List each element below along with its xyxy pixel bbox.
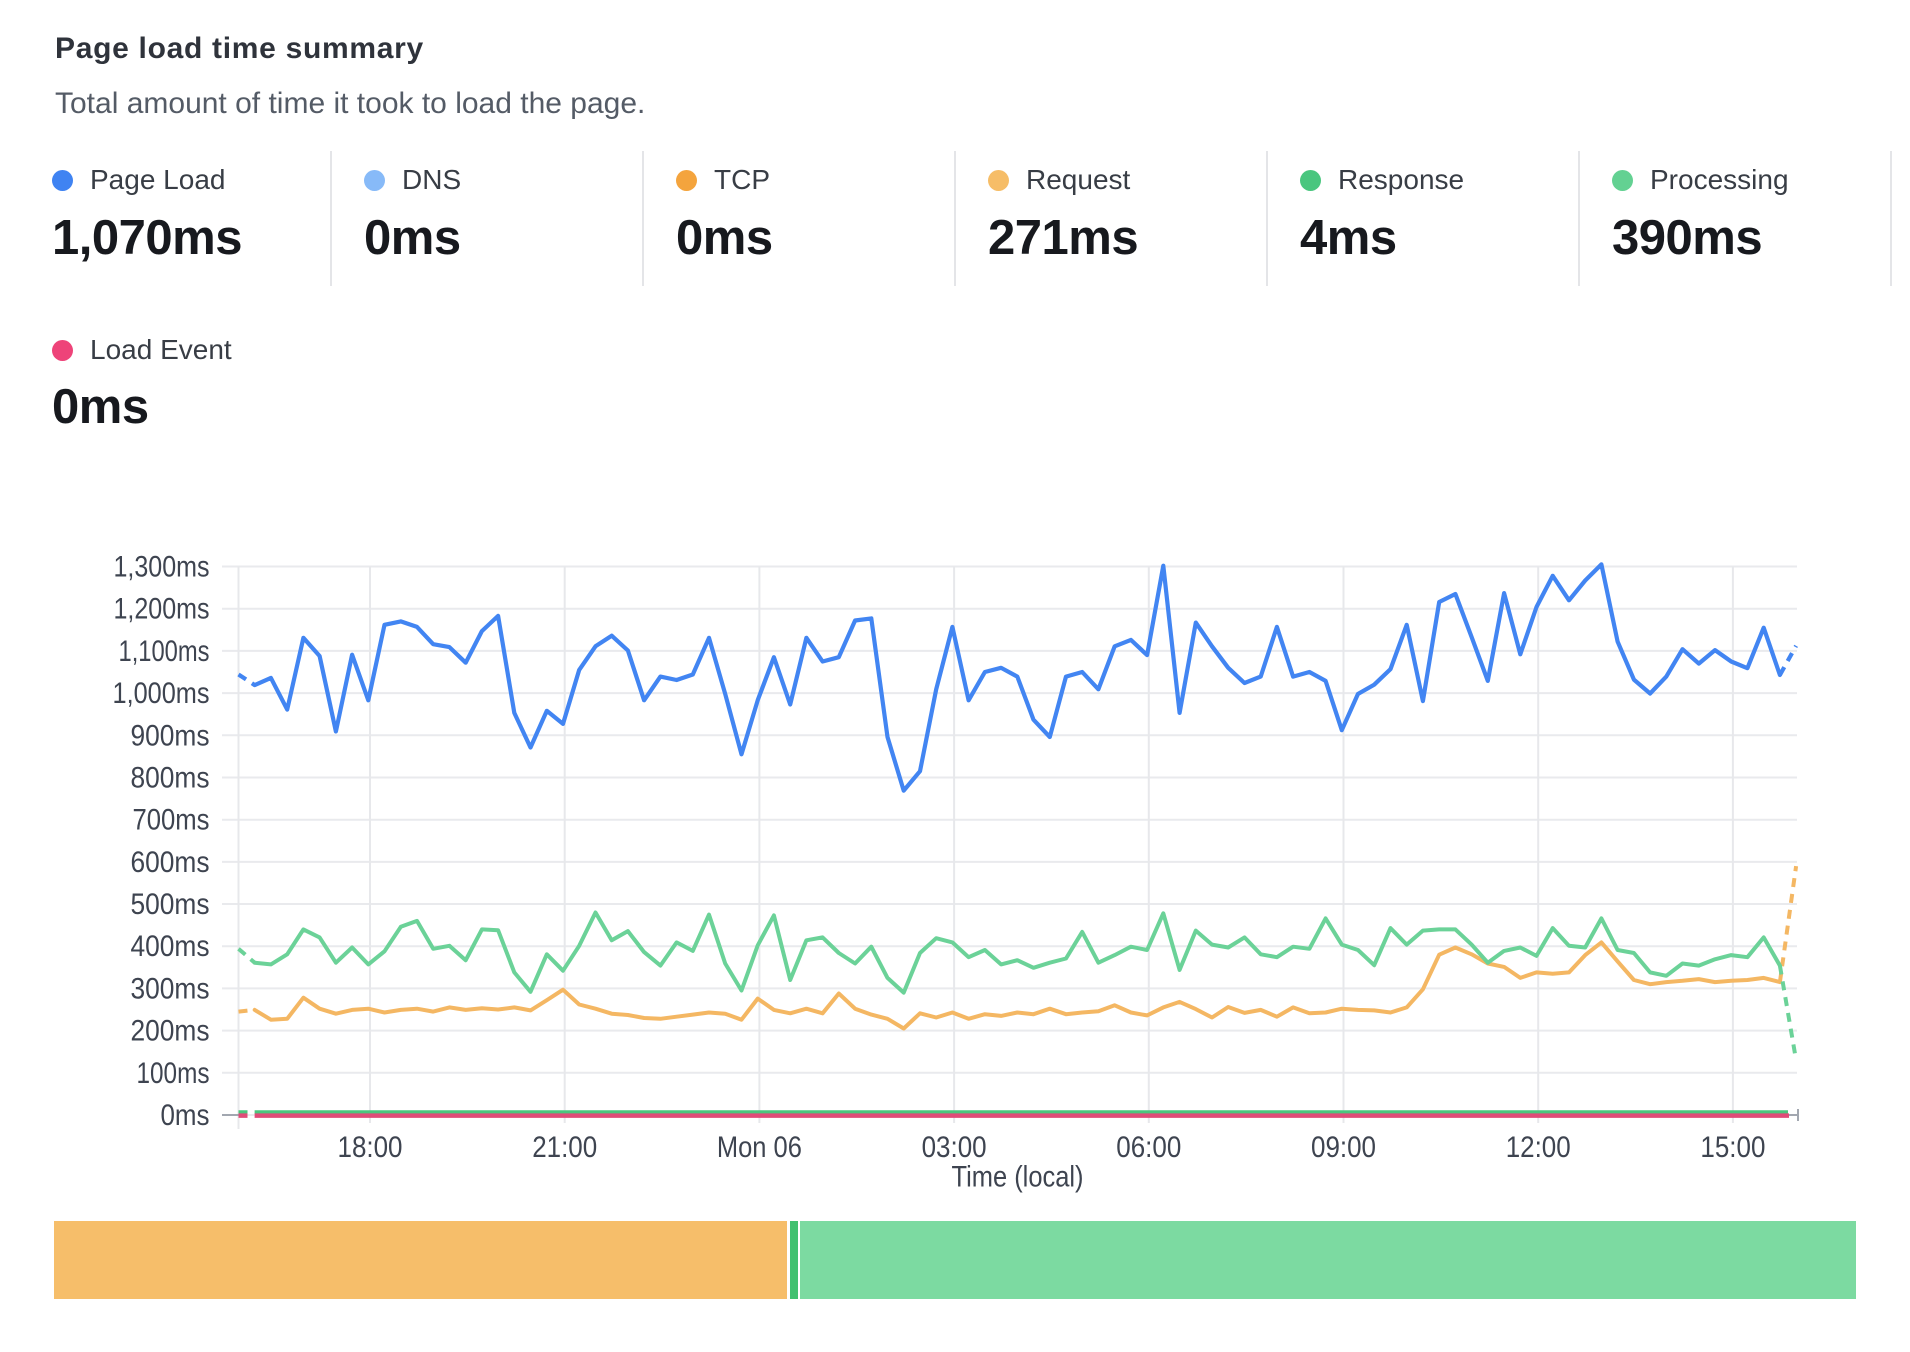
svg-text:200ms: 200ms (131, 1015, 210, 1048)
svg-text:Mon 06: Mon 06 (717, 1131, 802, 1164)
svg-text:1,100ms: 1,100ms (119, 635, 210, 668)
svg-text:Time (local): Time (local) (952, 1161, 1084, 1194)
svg-text:300ms: 300ms (131, 972, 210, 1005)
svg-text:1,300ms: 1,300ms (114, 551, 210, 584)
svg-text:800ms: 800ms (131, 762, 210, 795)
svg-text:900ms: 900ms (131, 719, 210, 752)
svg-text:18:00: 18:00 (338, 1131, 403, 1164)
svg-text:03:00: 03:00 (922, 1131, 987, 1164)
svg-text:12:00: 12:00 (1506, 1131, 1571, 1164)
svg-text:1,200ms: 1,200ms (114, 593, 210, 626)
svg-text:15:00: 15:00 (1700, 1131, 1765, 1164)
svg-text:500ms: 500ms (131, 888, 210, 921)
svg-text:0ms: 0ms (161, 1099, 210, 1132)
svg-text:21:00: 21:00 (532, 1131, 597, 1164)
svg-text:700ms: 700ms (133, 804, 210, 837)
svg-text:600ms: 600ms (131, 846, 210, 879)
svg-text:09:00: 09:00 (1311, 1131, 1376, 1164)
svg-text:06:00: 06:00 (1116, 1131, 1181, 1164)
svg-text:100ms: 100ms (137, 1057, 210, 1090)
svg-text:400ms: 400ms (131, 930, 210, 963)
svg-text:1,000ms: 1,000ms (113, 677, 210, 710)
